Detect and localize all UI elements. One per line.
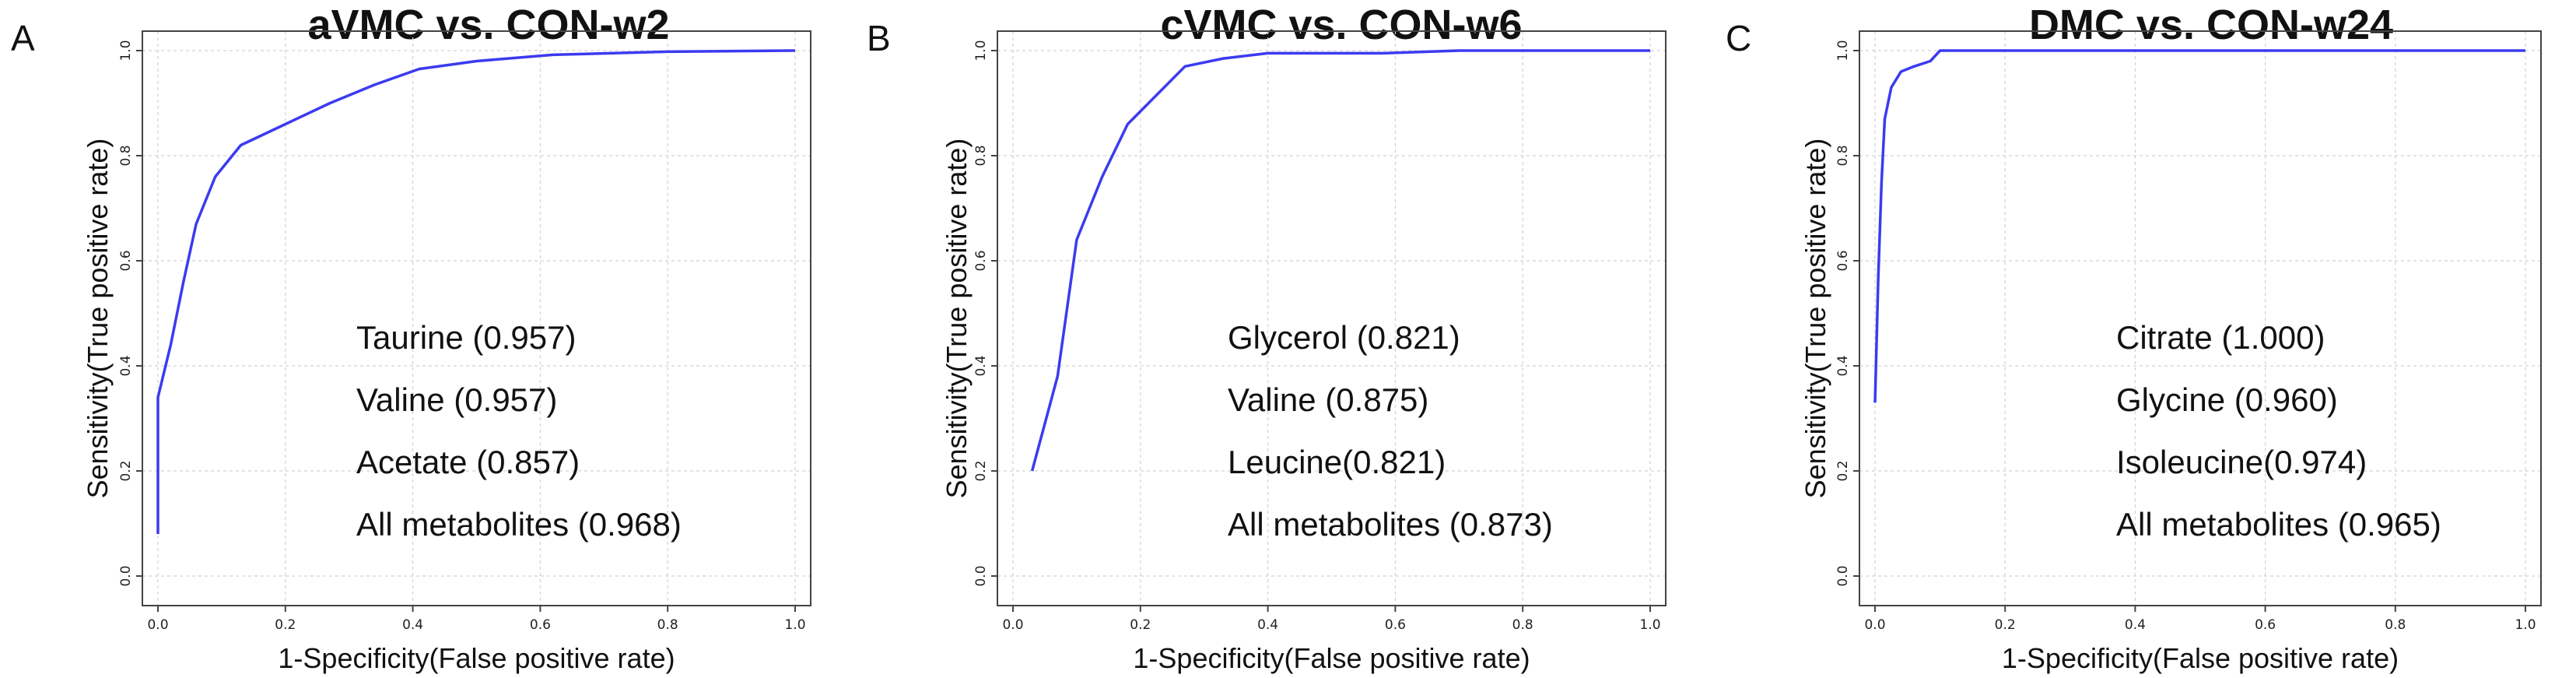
x-tick-label: 0.8 bbox=[657, 617, 678, 633]
y-tick-label: 0.6 bbox=[1835, 250, 1851, 271]
x-tick-label: 0.6 bbox=[530, 617, 551, 633]
y-tick-label: 0.8 bbox=[1835, 145, 1851, 166]
y-tick-label: 0.0 bbox=[118, 565, 134, 586]
y-tick-label: 0.6 bbox=[973, 250, 989, 271]
y-axis-label: Sensitivity(True positive rate) bbox=[82, 139, 114, 499]
auc-annotation: Taurine (0.957) bbox=[356, 319, 577, 356]
roc-panel-b: cVMC vs. CON-w6 B 0.0 0.2 0.4 0.6 0.8 1.0 0.0 0.2… bbox=[859, 0, 1717, 678]
y-tick-label: 0.4 bbox=[973, 355, 989, 376]
x-tick-label: 0.2 bbox=[1995, 617, 2016, 633]
auc-annotation: All metabolites (0.873) bbox=[1228, 506, 1553, 543]
x-tick-label: 0.0 bbox=[1002, 617, 1023, 633]
y-tick-label: 0.2 bbox=[973, 460, 989, 481]
y-tick-label: 0.8 bbox=[118, 145, 134, 166]
y-tick-label: 0.6 bbox=[118, 250, 134, 271]
y-tick-label: 0.0 bbox=[1835, 565, 1851, 586]
roc-panel-c: DMC vs. CON-w24 C 0.0 0.2 0.4 0.6 0.8 1.0 0.0 0.2… bbox=[1718, 0, 2576, 678]
chart-title: cVMC vs. CON-w6 bbox=[1160, 2, 1522, 48]
panel-letter: B bbox=[867, 18, 891, 58]
y-axis-label: Sensitivity(True positive rate) bbox=[1800, 139, 1831, 499]
y-tick-label: 0.0 bbox=[973, 565, 989, 586]
panel-letter: A bbox=[11, 18, 35, 58]
plot-frame bbox=[1859, 30, 2542, 606]
y-tick-label: 1.0 bbox=[1835, 40, 1851, 61]
x-tick-label: 1.0 bbox=[2515, 617, 2536, 633]
y-tick-label: 1.0 bbox=[973, 40, 989, 61]
y-tick-label: 0.2 bbox=[118, 460, 134, 481]
roc-curve-line bbox=[156, 49, 796, 534]
y-axis-label: Sensitivity(True positive rate) bbox=[941, 139, 973, 499]
x-tick-label: 0.6 bbox=[1385, 617, 1406, 633]
roc-chart-svg: DMC vs. CON-w24 C 0.0 0.2 0.4 0.6 0.8 1.0 0.0 0.2… bbox=[1726, 2, 2542, 674]
roc-panel-a: aVMC vs. CON-w2 A 0.0 0.2 0.4 0.6 0.8 1.0 0.0 0.2… bbox=[0, 0, 858, 678]
auc-annotation: Glycine (0.960) bbox=[2116, 381, 2338, 418]
roc-curve-line bbox=[1873, 49, 2525, 403]
auc-annotation: Valine (0.957) bbox=[356, 381, 557, 418]
plot-frame bbox=[997, 30, 1667, 606]
auc-annotation: Valine (0.875) bbox=[1228, 381, 1428, 418]
x-tick-label: 0.2 bbox=[1130, 617, 1151, 633]
x-tick-label: 0.0 bbox=[1864, 617, 1885, 633]
auc-annotation: Acetate (0.857) bbox=[356, 444, 580, 480]
y-tick-label: 0.2 bbox=[1835, 460, 1851, 481]
plot-frame bbox=[142, 30, 811, 606]
roc-curve-line bbox=[1030, 49, 1650, 472]
y-tick-label: 0.8 bbox=[973, 145, 989, 166]
panel-letter: C bbox=[1726, 18, 1751, 58]
x-tick-label: 0.4 bbox=[2125, 617, 2146, 633]
auc-annotation: Glycerol (0.821) bbox=[1228, 319, 1460, 356]
x-tick-label: 0.6 bbox=[2255, 617, 2276, 633]
chart-title: DMC vs. CON-w24 bbox=[2029, 2, 2393, 48]
roc-chart-svg: aVMC vs. CON-w2 A 0.0 0.2 0.4 0.6 0.8 1.0 0.0 0.2… bbox=[11, 2, 811, 674]
x-tick-label: 0.2 bbox=[275, 617, 296, 633]
y-tick-label: 0.4 bbox=[1835, 355, 1851, 376]
x-axis-label: 1-Specificity(False positive rate) bbox=[2002, 642, 2399, 674]
auc-annotation: Leucine(0.821) bbox=[1228, 444, 1446, 480]
auc-annotation: All metabolites (0.968) bbox=[356, 506, 682, 543]
x-axis-label: 1-Specificity(False positive rate) bbox=[278, 642, 675, 674]
auc-annotation: All metabolites (0.965) bbox=[2116, 506, 2441, 543]
x-axis-label: 1-Specificity(False positive rate) bbox=[1133, 642, 1530, 674]
auc-annotation: Isoleucine(0.974) bbox=[2116, 444, 2367, 480]
x-tick-label: 0.8 bbox=[1512, 617, 1533, 633]
y-tick-label: 1.0 bbox=[118, 40, 134, 61]
x-tick-label: 0.0 bbox=[147, 617, 168, 633]
x-tick-label: 0.8 bbox=[2385, 617, 2406, 633]
x-tick-label: 1.0 bbox=[1639, 617, 1660, 633]
x-tick-label: 0.4 bbox=[1257, 617, 1278, 633]
x-tick-label: 1.0 bbox=[784, 617, 805, 633]
x-tick-label: 0.4 bbox=[402, 617, 423, 633]
chart-title: aVMC vs. CON-w2 bbox=[307, 2, 669, 48]
auc-annotation: Citrate (1.000) bbox=[2116, 319, 2325, 356]
y-tick-label: 0.4 bbox=[118, 355, 134, 376]
roc-chart-svg: cVMC vs. CON-w6 B 0.0 0.2 0.4 0.6 0.8 1.0 0.0 0.2… bbox=[867, 2, 1667, 674]
